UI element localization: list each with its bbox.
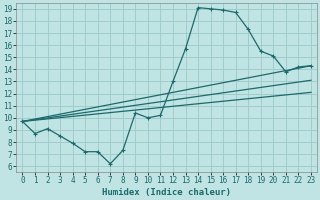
X-axis label: Humidex (Indice chaleur): Humidex (Indice chaleur)	[102, 188, 231, 197]
